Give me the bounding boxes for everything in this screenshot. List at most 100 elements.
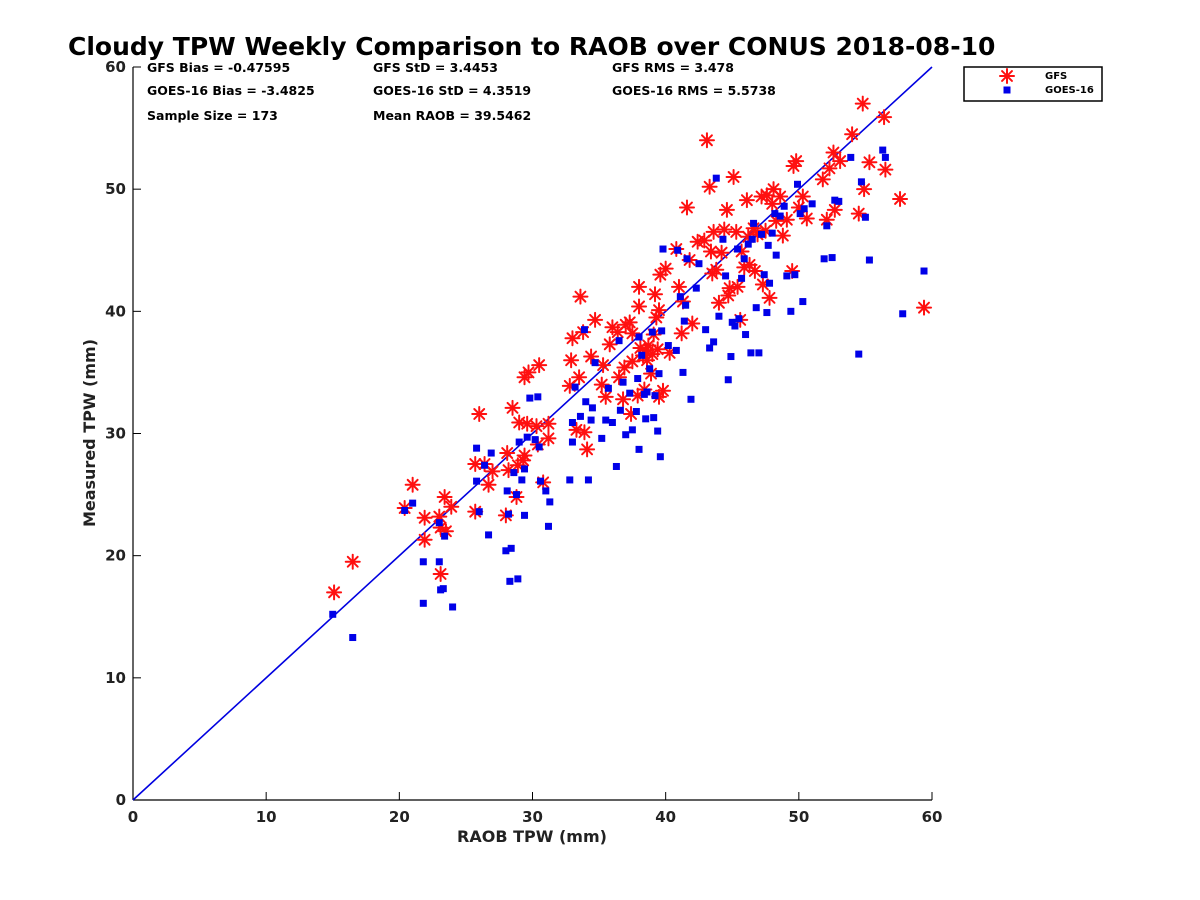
gfs-point (480, 476, 497, 493)
goes-16-point (616, 406, 624, 414)
goes-16-point (534, 393, 542, 401)
stat-sample-size: Sample Size = 173 (147, 108, 278, 123)
goes-16-point (740, 255, 748, 263)
goes-16-point (507, 544, 515, 552)
goes-16-point (615, 337, 623, 345)
goes-16-point (619, 378, 627, 386)
gfs-point (576, 424, 593, 441)
goes-16-point (763, 309, 771, 317)
one-to-one-line (132, 66, 933, 801)
goes-16-point (523, 433, 531, 441)
gfs-point (601, 336, 618, 353)
goes-16-point (419, 558, 427, 566)
gfs-point (705, 223, 722, 240)
goes-16-point (791, 271, 799, 279)
goes-16-point (505, 510, 513, 518)
legend-goes-marker (1003, 86, 1011, 94)
goes-16-point (706, 344, 714, 352)
goes-16-point (796, 210, 804, 218)
goes-16-point (419, 599, 427, 607)
goes-16-point (536, 477, 544, 485)
goes-16-point (702, 326, 710, 334)
goes-16-point (664, 342, 672, 350)
goes-16-point (794, 180, 802, 188)
goes-16-point (865, 256, 873, 264)
y-tick-label: 60 (105, 58, 126, 76)
goes-16-point (568, 419, 576, 427)
gfs-point (484, 463, 501, 480)
goes-16-point (591, 359, 599, 367)
goes-16-point (515, 438, 523, 446)
gfs-point (443, 498, 460, 515)
goes-16-point (513, 491, 521, 499)
gfs-point (844, 126, 861, 143)
goes-16-point (764, 241, 772, 249)
goes-16-point (503, 487, 511, 495)
goes-16-point (521, 511, 529, 519)
goes-16-point (568, 438, 576, 446)
gfs-point (516, 447, 533, 464)
goes-16-point (679, 368, 687, 376)
gfs-point (670, 278, 687, 295)
goes-16-point (656, 453, 664, 461)
goes-16-point (535, 443, 543, 451)
goes-16-point (449, 603, 457, 611)
gfs-point (587, 311, 604, 328)
gfs-point (519, 415, 536, 432)
goes-16-point (755, 349, 763, 357)
gfs-point (520, 364, 537, 381)
goes-16-point (799, 298, 807, 306)
goes-16-point (847, 153, 855, 161)
stat-gfs-std: GFS StD = 3.4453 (373, 60, 498, 75)
gfs-point (698, 132, 715, 149)
goes-16-point (727, 353, 735, 361)
goes-16-point (920, 267, 928, 275)
goes-16-point (722, 272, 730, 280)
goes-16-point (772, 251, 780, 259)
goes-16-point (580, 326, 588, 334)
gfs-point (621, 314, 638, 331)
goes-16-point (526, 394, 534, 402)
gfs-point (916, 299, 933, 316)
gfs-point (826, 201, 843, 218)
gfs-point (746, 263, 763, 280)
gfs-point (344, 553, 361, 570)
gfs-point (861, 154, 878, 171)
gfs-point (877, 161, 894, 178)
stat-goes-bias: GOES-16 Bias = -3.4825 (147, 83, 315, 98)
goes-16-point (441, 532, 449, 540)
gfs-point (572, 288, 589, 305)
goes-16-point (521, 465, 529, 473)
goes-16-point (683, 255, 691, 263)
gfs-point (892, 190, 909, 207)
goes-16-point (780, 202, 788, 210)
x-tick-label: 30 (522, 808, 543, 826)
goes-16-point (695, 260, 703, 268)
series-goes-16 (329, 146, 928, 642)
gfs-point (854, 95, 871, 112)
goes-16-point (588, 404, 596, 412)
y-tick-label: 0 (116, 791, 126, 809)
goes-16-point (587, 416, 595, 424)
goes-16-point (642, 415, 650, 423)
stat-goes-std: GOES-16 StD = 4.3519 (373, 83, 531, 98)
goes-16-point (719, 235, 727, 243)
stat-mean-raob: Mean RAOB = 39.5462 (373, 108, 531, 123)
goes-16-point (510, 469, 518, 477)
gfs-point (651, 302, 668, 319)
goes-16-point (820, 255, 828, 263)
gfs-point (404, 476, 421, 493)
gfs-point (678, 199, 695, 216)
gfs-point (564, 330, 581, 347)
gfs-point (531, 357, 548, 374)
legend: GFS GOES-16 (963, 66, 1103, 102)
goes-16-point (544, 522, 552, 530)
goes-16-point (881, 153, 889, 161)
x-tick-label: 40 (655, 808, 676, 826)
stat-gfs-bias: GFS Bias = -0.47595 (147, 60, 290, 75)
goes-16-point (758, 230, 766, 238)
gfs-point (631, 298, 648, 315)
goes-16-point (676, 293, 684, 301)
goes-16-point (715, 312, 723, 320)
gfs-point (758, 187, 775, 204)
